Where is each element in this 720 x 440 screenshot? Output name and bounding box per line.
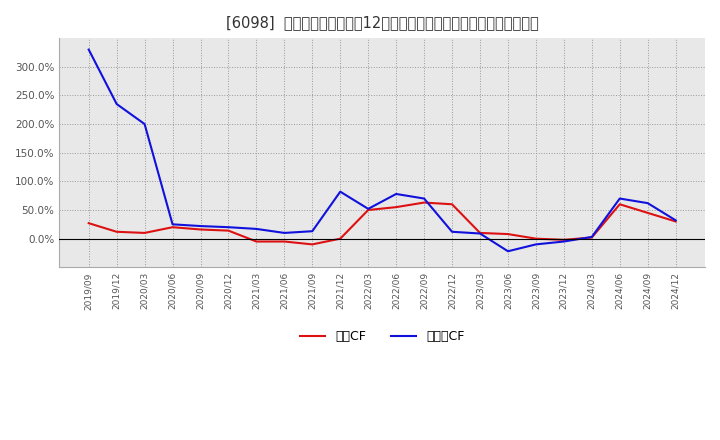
- フリーCF: [559, 239, 568, 244]
- フリーCF: [531, 242, 540, 247]
- 営業CF: [196, 227, 204, 232]
- フリーCF: [112, 101, 121, 106]
- 営業CF: [559, 237, 568, 242]
- フリーCF: [84, 47, 93, 52]
- フリーCF: [644, 201, 652, 206]
- フリーCF: [503, 249, 512, 254]
- 営業CF: [364, 207, 372, 213]
- フリーCF: [168, 222, 177, 227]
- 営業CF: [588, 235, 596, 240]
- フリーCF: [140, 121, 149, 127]
- 営業CF: [336, 236, 345, 241]
- 営業CF: [308, 242, 317, 247]
- フリーCF: [308, 228, 317, 234]
- 営業CF: [671, 219, 680, 224]
- 営業CF: [531, 236, 540, 241]
- Legend: 営業CF, フリーCF: 営業CF, フリーCF: [295, 325, 469, 348]
- フリーCF: [588, 234, 596, 239]
- フリーCF: [448, 229, 456, 235]
- フリーCF: [224, 224, 233, 230]
- 営業CF: [280, 239, 289, 244]
- Line: 営業CF: 営業CF: [89, 202, 675, 244]
- Line: フリーCF: フリーCF: [89, 50, 675, 251]
- Title: [6098]  キャッシュフローの12か月移動合計の対前年同期増減率の推移: [6098] キャッシュフローの12か月移動合計の対前年同期増減率の推移: [226, 15, 539, 30]
- フリーCF: [252, 226, 261, 231]
- 営業CF: [224, 228, 233, 233]
- 営業CF: [392, 205, 400, 210]
- フリーCF: [280, 230, 289, 235]
- 営業CF: [112, 229, 121, 235]
- 営業CF: [644, 210, 652, 216]
- フリーCF: [336, 189, 345, 194]
- フリーCF: [671, 218, 680, 223]
- フリーCF: [392, 191, 400, 197]
- 営業CF: [252, 239, 261, 244]
- 営業CF: [420, 200, 428, 205]
- フリーCF: [616, 196, 624, 201]
- フリーCF: [420, 196, 428, 201]
- 営業CF: [168, 224, 177, 230]
- フリーCF: [364, 206, 372, 212]
- 営業CF: [448, 202, 456, 207]
- 営業CF: [503, 231, 512, 237]
- 営業CF: [140, 230, 149, 235]
- 営業CF: [616, 202, 624, 207]
- 営業CF: [476, 230, 485, 235]
- フリーCF: [476, 231, 485, 236]
- フリーCF: [196, 224, 204, 229]
- 営業CF: [84, 220, 93, 226]
